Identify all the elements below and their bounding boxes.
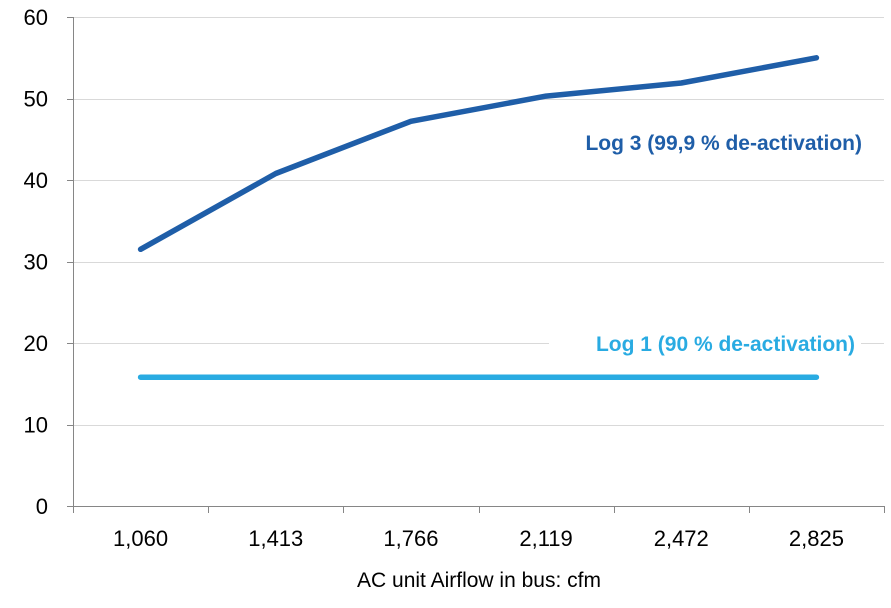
x-tick-label-5: 2,825 [789, 526, 844, 551]
y-tick-label-20: 20 [24, 331, 48, 356]
y-tick-label-60: 60 [24, 5, 48, 30]
series-label-background-1 [549, 329, 861, 359]
y-tick-label-10: 10 [24, 413, 48, 438]
x-tick-label-3: 2,119 [519, 526, 572, 551]
series-label-1: Log 1 (90 % de-activation) [596, 333, 855, 356]
x-tick-label-0: 1,060 [113, 526, 168, 551]
y-tick-label-30: 30 [24, 250, 48, 275]
x-tick-label-1: 1,413 [248, 526, 303, 551]
gridlines [73, 17, 884, 426]
labels: 0 10 20 30 40 50 60 1,060 1,413 1,766 2,119 2,472 2,… [24, 5, 862, 551]
x-tick-label-4: 2,472 [654, 526, 709, 551]
x-axis-title: AC unit Airflow in bus: cfm [357, 569, 601, 592]
axes [67, 17, 885, 513]
series-line-0 [137, 55, 820, 253]
y-tick-label-50: 50 [24, 87, 48, 112]
series-label-0: Log 3 (99,9 % de-activation) [585, 132, 862, 155]
series-lines [137, 55, 820, 380]
y-tick-label-0: 0 [36, 494, 48, 519]
x-tick-label-2: 1,766 [383, 526, 438, 551]
y-tick-label-40: 40 [24, 168, 48, 193]
